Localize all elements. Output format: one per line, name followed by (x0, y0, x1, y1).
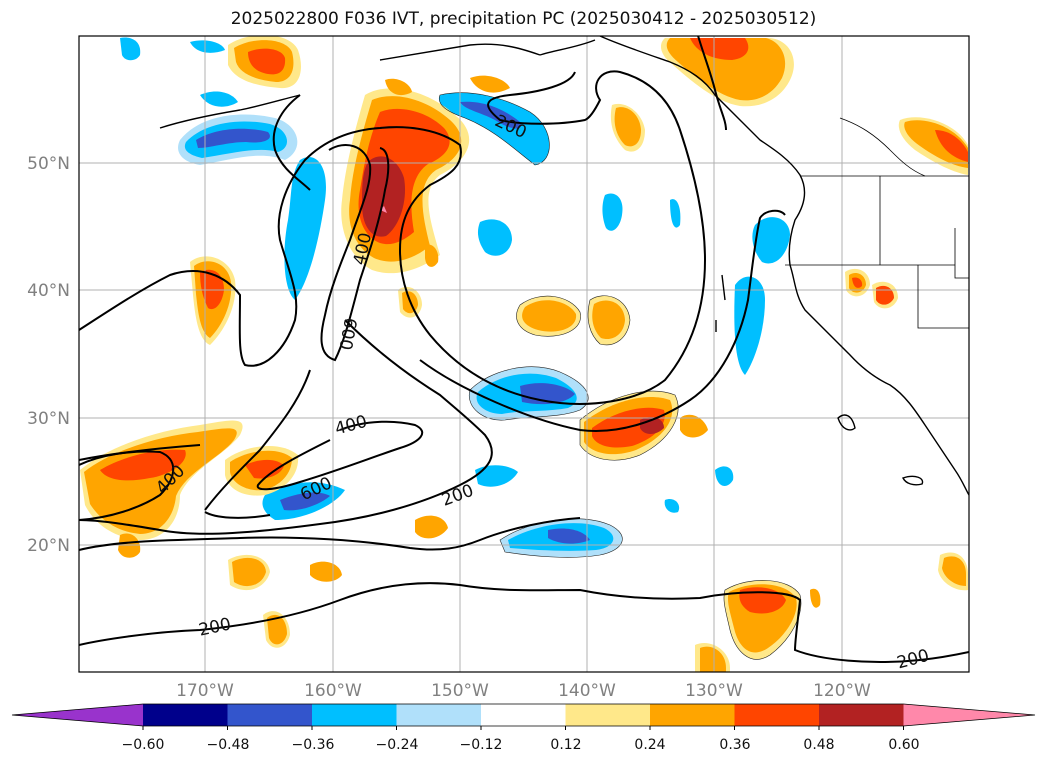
colorbar-ticks (142, 726, 904, 730)
colorbar-segment (650, 704, 735, 726)
colorbar-tick-label: −0.12 (460, 737, 503, 753)
lon-label: 140°W (558, 681, 616, 701)
lon-axis: 170°W 160°W 150°W 140°W 130°W 120°W (176, 681, 871, 701)
plot-area: 200 400 600 400 600 400 200 200 200 (79, 36, 969, 674)
colorbar-extend-low (12, 704, 143, 726)
colorbar-segment (481, 704, 566, 726)
colorbar-tick-label: −0.24 (376, 737, 419, 753)
precip-outlines (438, 92, 802, 660)
colorbar-tick-label: 0.36 (719, 737, 750, 753)
lat-label: 50°N (27, 154, 70, 174)
colorbar-segment (565, 704, 651, 726)
colorbar-tick-label: 0.12 (550, 737, 581, 753)
lon-label: 120°W (813, 681, 871, 701)
graticule (79, 36, 969, 672)
lon-label: 170°W (176, 681, 234, 701)
colorbar-extend-high (903, 704, 1035, 726)
colorbar-tick-label: −0.48 (207, 737, 250, 753)
map-title: 2025022800 F036 IVT, precipitation PC (2… (230, 9, 817, 29)
contour-label: 200 (439, 481, 476, 511)
colorbar-segment (819, 704, 904, 726)
colorbar-tick-label: 0.24 (634, 737, 665, 753)
lon-label: 160°W (304, 681, 362, 701)
lat-label: 30°N (27, 409, 70, 429)
colorbar-tick-label: −0.36 (292, 737, 335, 753)
borders (785, 117, 969, 329)
colorbar-tick-label: 0.48 (803, 737, 834, 753)
lat-axis: 50°N 40°N 30°N 20°N (27, 154, 70, 556)
colorbar-segment (396, 704, 482, 726)
lon-label: 150°W (431, 681, 489, 701)
lat-label: 40°N (27, 281, 70, 301)
colorbar-segment (143, 704, 228, 726)
colorbar-segments (11, 703, 1036, 727)
colorbar-segment (227, 704, 313, 726)
ivt-contours (79, 36, 969, 663)
lat-label: 20°N (27, 536, 70, 556)
contour-label: 400 (333, 412, 370, 440)
colorbar-tick-label: −0.60 (122, 737, 165, 753)
colorbar-segment (734, 704, 820, 726)
colorbar-tick-label: 0.60 (888, 737, 919, 753)
colorbar-segment (312, 704, 397, 726)
contour-label: 200 (197, 614, 233, 640)
lon-label: 130°W (685, 681, 743, 701)
colorbar: −0.60 −0.48 −0.36 −0.24 −0.12 0.12 0.24 … (11, 703, 1036, 753)
contour-label: 600 (335, 316, 360, 351)
plot-frame (78, 35, 970, 673)
contour-label: 200 (895, 646, 932, 674)
